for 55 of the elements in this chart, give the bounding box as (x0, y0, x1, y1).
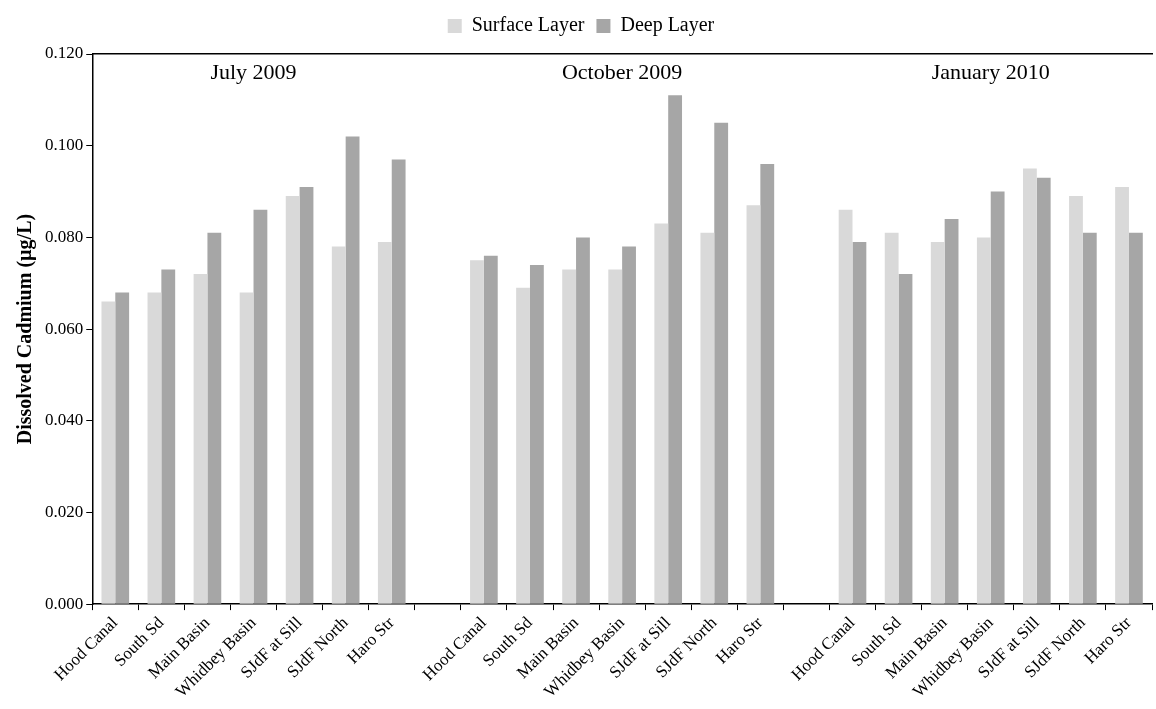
y-tick-label: 0.100 (45, 135, 84, 155)
bar (852, 241, 867, 604)
bar (714, 122, 729, 604)
bar (483, 255, 498, 604)
annotation: January 2010 (931, 58, 1050, 84)
bar (391, 159, 406, 604)
bar (700, 232, 715, 604)
bar (207, 232, 222, 604)
bar (1082, 232, 1097, 604)
bar (101, 301, 116, 604)
bar (1069, 196, 1083, 604)
bar (147, 292, 162, 604)
y-axis-title: Dissolved Cadmium (µg/L) (13, 213, 37, 445)
bar (1036, 177, 1051, 604)
bar (622, 246, 636, 604)
bar (668, 95, 683, 604)
bar (529, 264, 544, 604)
bar (562, 269, 577, 604)
bar (377, 241, 392, 604)
bar (976, 237, 991, 604)
bar (760, 164, 775, 604)
bar (930, 241, 945, 604)
legend-label: Deep Layer (620, 13, 715, 37)
bar (470, 260, 484, 604)
y-tick-label: 0.020 (45, 501, 84, 521)
bar (1115, 186, 1129, 604)
y-tick-label: 0.120 (45, 43, 84, 63)
bar (193, 274, 208, 604)
bar (576, 237, 590, 604)
bar (608, 269, 623, 604)
legend-label: Surface Layer (471, 13, 585, 37)
bar (898, 274, 913, 604)
bar (746, 205, 761, 604)
bar (253, 209, 268, 604)
y-tick-label: 0.040 (45, 410, 84, 430)
bar (115, 292, 130, 604)
bar (161, 269, 176, 604)
bar (285, 196, 300, 604)
bar (1022, 168, 1037, 604)
bar (838, 209, 853, 604)
bar (1128, 232, 1143, 604)
y-tick-label: 0.000 (45, 593, 84, 613)
bar (516, 287, 530, 604)
bar (345, 136, 360, 604)
y-tick-label: 0.060 (45, 318, 84, 338)
bar (654, 223, 669, 604)
bar (990, 191, 1005, 604)
bar (299, 186, 314, 604)
y-tick-label: 0.080 (45, 226, 84, 246)
bar (884, 232, 899, 604)
annotation: October 2009 (561, 58, 683, 84)
bar (944, 219, 959, 604)
annotation: July 2009 (210, 58, 297, 84)
bar (239, 292, 254, 604)
bar (331, 246, 346, 604)
